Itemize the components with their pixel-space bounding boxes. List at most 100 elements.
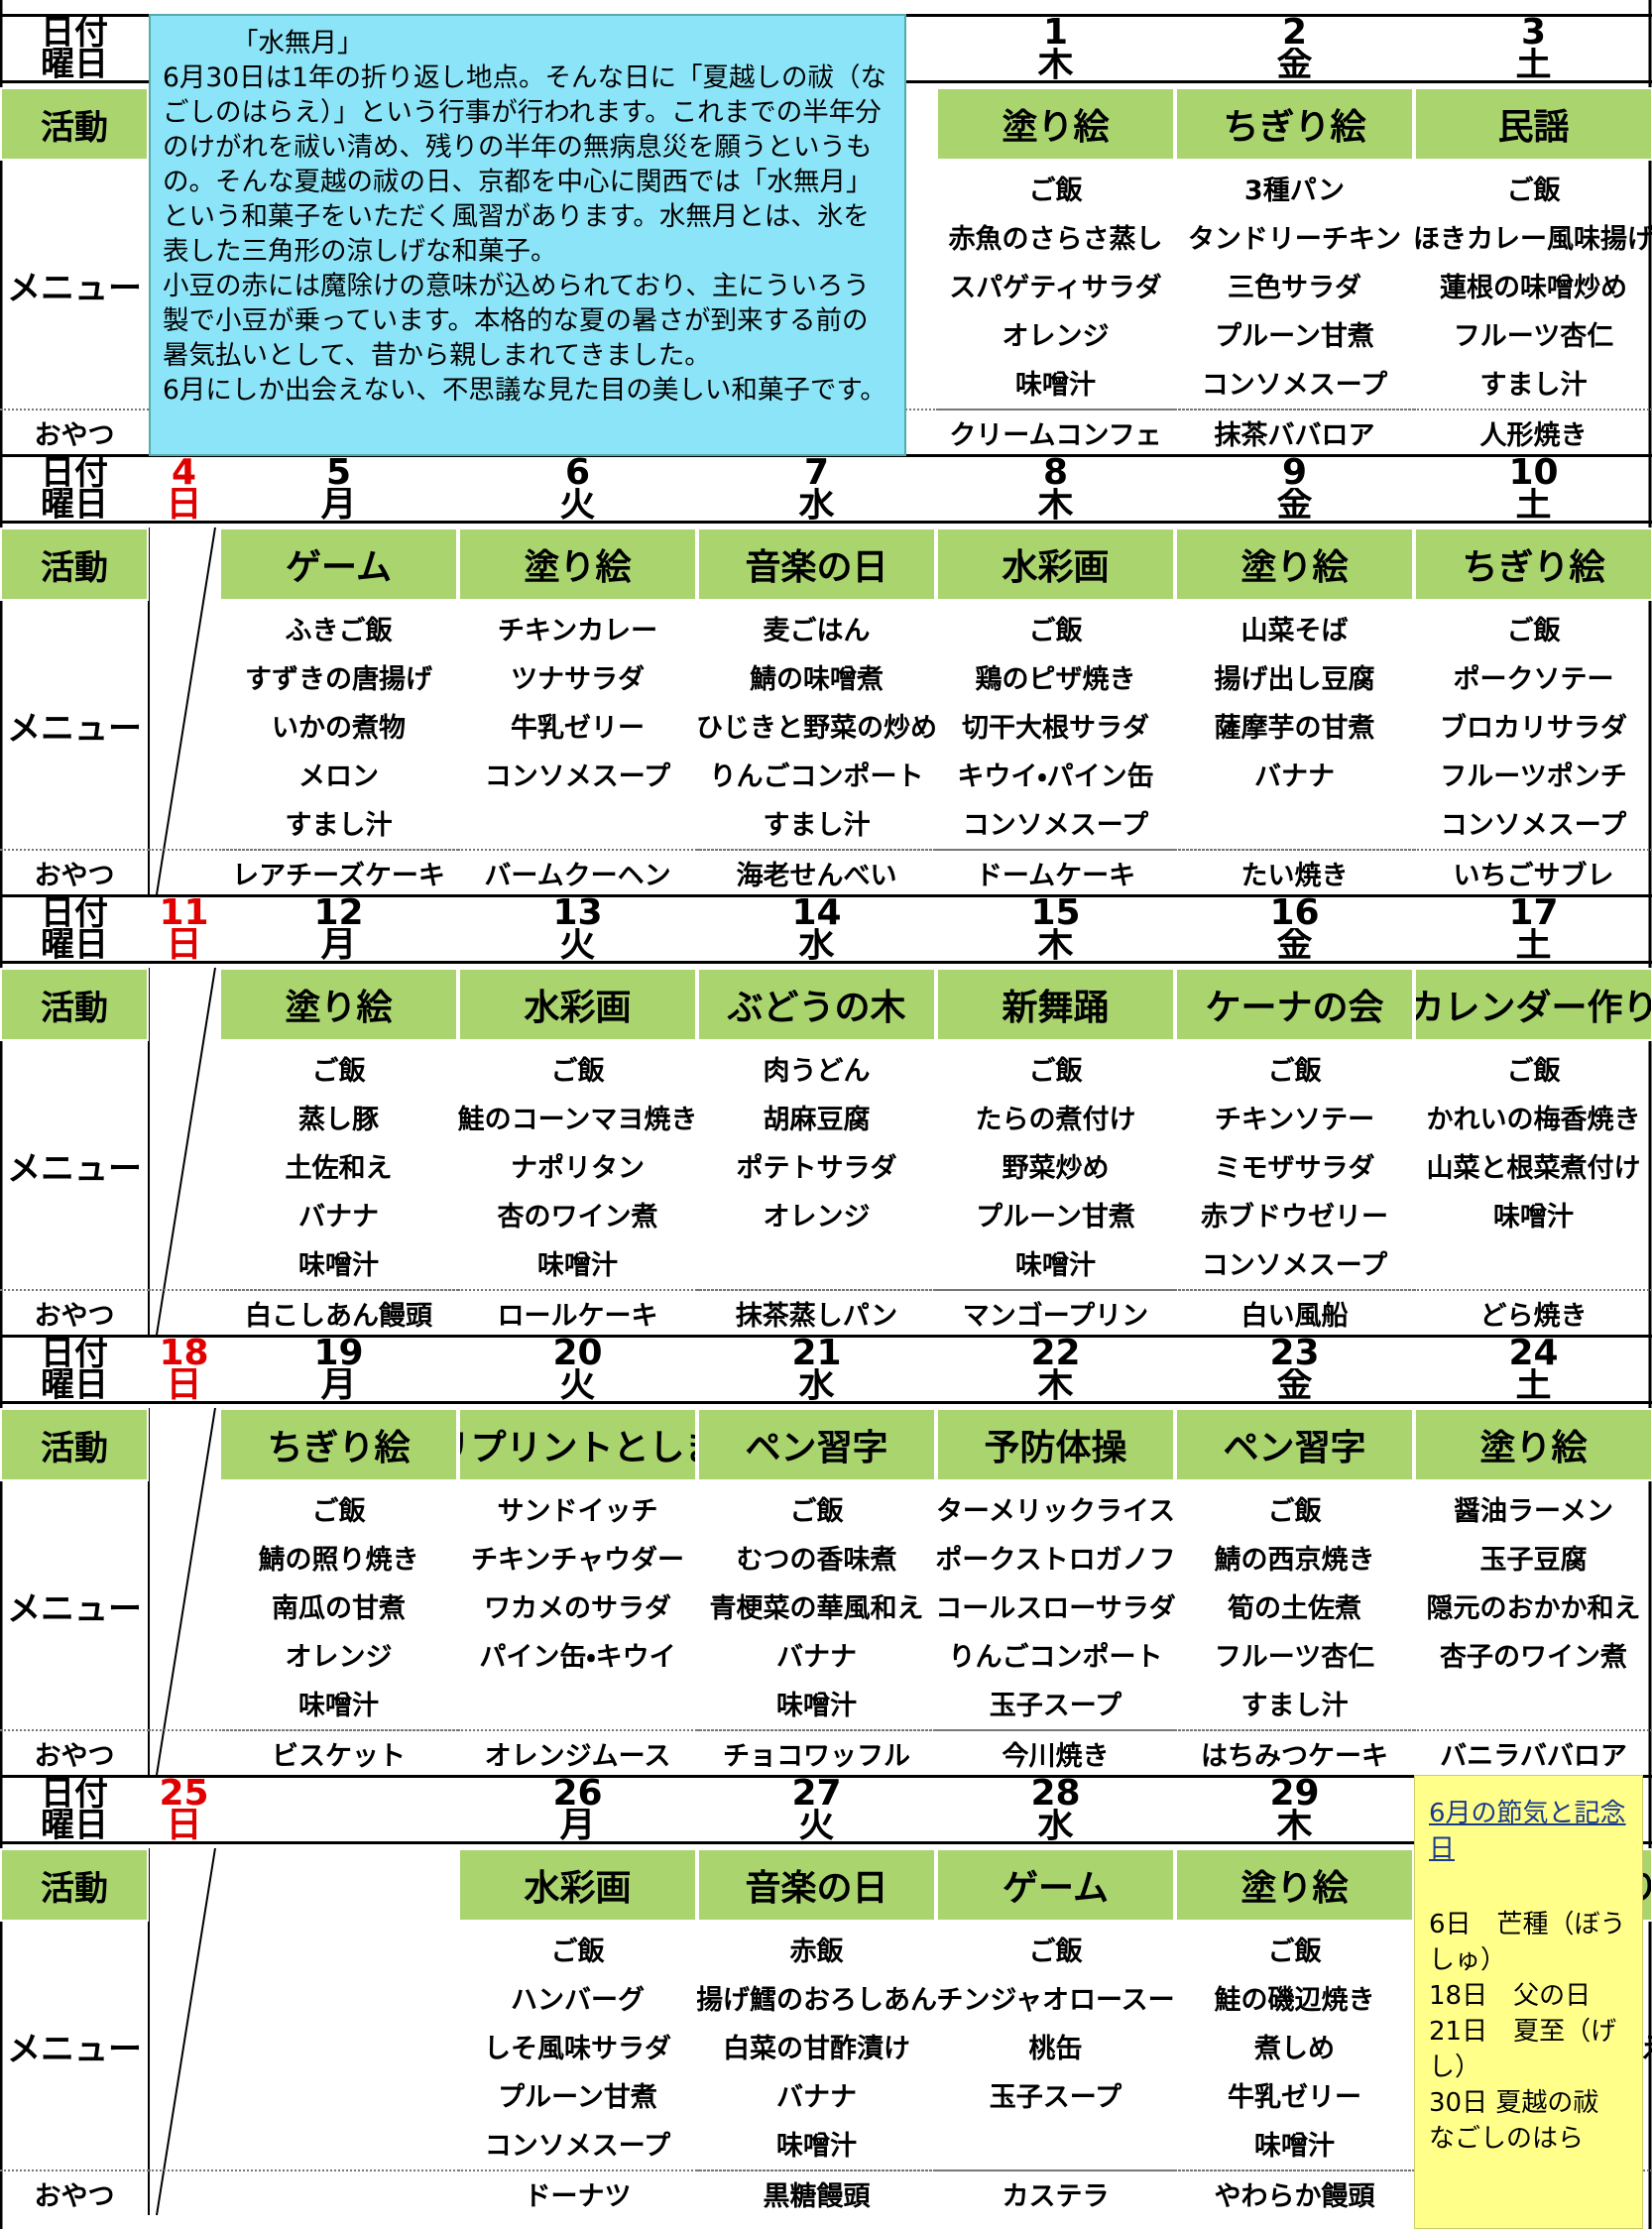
weekday-label: 曜日	[0, 48, 149, 83]
snack: たい焼き	[1175, 849, 1414, 894]
date-label: 日付	[0, 14, 149, 48]
day-date: 2	[1175, 14, 1414, 48]
menu-item: すまし汁	[1479, 369, 1588, 401]
menu-item: すずきの唐揚げ	[245, 663, 432, 695]
day-date: 28	[936, 1775, 1175, 1809]
activity-label: 活動	[0, 968, 149, 1041]
day-weekday: 月	[219, 488, 458, 524]
menu-item: ご飯	[1506, 1055, 1561, 1087]
menu-item: 鯖の照り焼き	[258, 1544, 419, 1576]
day-weekday: 水	[697, 928, 936, 964]
snack-label: おやつ	[0, 1729, 149, 1775]
menu-item: ポークストロガノフ	[936, 1544, 1175, 1576]
activity: 塗り絵	[458, 528, 697, 601]
snack: 白い風船	[1175, 1289, 1414, 1335]
day-weekday: 木	[936, 48, 1175, 83]
menu-item: チンジャオロースー	[936, 1984, 1175, 2016]
snack: チョコワッフル	[697, 1729, 936, 1775]
sidebar-item: 21日 夏至（げし）	[1429, 2017, 1617, 2082]
activity: 塗り絵	[1175, 528, 1414, 601]
snack: 抹茶蒸しパン	[697, 1289, 936, 1335]
snack: ドームケーキ	[936, 849, 1175, 894]
snack: 人形焼き	[1414, 409, 1652, 454]
sunday-weekday: 日	[149, 488, 219, 524]
menu-item: バナナ	[776, 2081, 857, 2113]
day-date: 19	[219, 1335, 458, 1368]
menu-item: むつの香味煮	[736, 1544, 897, 1576]
menu-item: ご飯	[1267, 1495, 1322, 1527]
snack: ロールケーキ	[458, 1289, 697, 1335]
day-weekday: 土	[1414, 1368, 1652, 1404]
menu-item: 蓮根の味噌炒め	[1440, 272, 1627, 303]
menu-item: オレンジ	[763, 1201, 871, 1232]
menu-item: 味噌汁	[298, 1249, 379, 1281]
snack: ドーナツ	[458, 2170, 697, 2215]
menu-item: 赤飯	[789, 1936, 844, 1967]
day-weekday: 木	[1175, 1809, 1414, 1844]
sidebar-item: 6日 芒種（ぼうしゅ）	[1429, 1910, 1626, 1975]
day-date: 16	[1175, 894, 1414, 928]
menu-item: コンソメスープ	[1440, 809, 1627, 841]
menu-item: ご飯	[1028, 615, 1083, 646]
activity-label: 活動	[0, 87, 149, 161]
day-date: 8	[936, 454, 1175, 488]
menu-item: ご飯	[1506, 615, 1561, 646]
activity: ペン習字	[1175, 1408, 1414, 1481]
menu-item: コールスローサラダ	[936, 1592, 1175, 1624]
day-date: 14	[697, 894, 936, 928]
snack: いちごサブレ	[1414, 849, 1652, 894]
sidebar: 6月の節気と記念日 6日 芒種（ぼうしゅ） 18日 父の日 21日 夏至（げし） 30日…	[1414, 1775, 1643, 2229]
day-date: 3	[1414, 14, 1652, 48]
menu-item: すまし汁	[285, 809, 393, 841]
snack: 抹茶ババロア	[1175, 409, 1414, 454]
activity: 予防体操	[936, 1408, 1175, 1481]
menu-item: メロン	[298, 761, 379, 792]
menu-item: 揚げ鱈のおろしあん	[697, 1984, 936, 2016]
menu-item: ご飯	[311, 1495, 366, 1527]
menu-item: しそ風味サラダ	[484, 2033, 671, 2064]
menu-label: メニュー	[7, 2029, 142, 2069]
day-weekday: 火	[458, 928, 697, 964]
menu-item: ひじきと野菜の炒め	[697, 712, 936, 744]
menu-item: ご飯	[789, 1495, 844, 1527]
activity: 民謡	[1414, 87, 1652, 161]
day-date: 15	[936, 894, 1175, 928]
menu-item: 玉子スープ	[989, 2081, 1122, 2113]
menu-item: 肉うどん	[763, 1055, 871, 1087]
weekday-label: 曜日	[0, 488, 149, 524]
menu-item: ご飯	[1267, 1055, 1322, 1087]
menu-item: ご飯	[1506, 175, 1561, 206]
menu-item: 杏子のワイン煮	[1440, 1641, 1627, 1673]
snack: ビスケット	[219, 1729, 458, 1775]
day-date-empty	[219, 1775, 458, 1809]
snack: 白こしあん饅頭	[219, 1289, 458, 1335]
sunday-weekday: 日	[149, 1809, 219, 1844]
activity: ぶどうの木	[697, 968, 936, 1041]
activity: 水彩画	[936, 528, 1175, 601]
rule	[156, 527, 216, 895]
day-weekday: 火	[697, 1809, 936, 1844]
menu-item: 3種パン	[1243, 175, 1346, 206]
snack-label: おやつ	[0, 409, 149, 454]
activity: 新舞踊	[936, 968, 1175, 1041]
day-date: 22	[936, 1335, 1175, 1368]
menu-item: 牛乳ゼリー	[1228, 2081, 1361, 2113]
menu-item: ポークソテー	[1453, 663, 1614, 695]
menu-item: 味噌汁	[1015, 1249, 1096, 1281]
day-weekday: 水	[936, 1809, 1175, 1844]
note-paragraph: 6月30日は1年の折り返し地点。そんな日に「夏越しの祓（なごしのはらえ）」という…	[163, 62, 886, 267]
menu-item: 鯖の西京焼き	[1214, 1544, 1375, 1576]
activity: ゲーム	[219, 528, 458, 601]
menu-item: りんごコンポート	[948, 1641, 1163, 1673]
day-weekday: 土	[1414, 488, 1652, 524]
snack: バームクーヘン	[458, 849, 697, 894]
day-weekday: 木	[936, 928, 1175, 964]
activity: 音楽の日	[697, 528, 936, 601]
day-date: 10	[1414, 454, 1652, 488]
activity-label: 活動	[0, 1848, 149, 1922]
menu-item: ナポリタン	[511, 1152, 645, 1184]
note-title: 「水無月」	[232, 28, 364, 59]
menu-item: ご飯	[1267, 1936, 1322, 1967]
day-date: 6	[458, 454, 697, 488]
